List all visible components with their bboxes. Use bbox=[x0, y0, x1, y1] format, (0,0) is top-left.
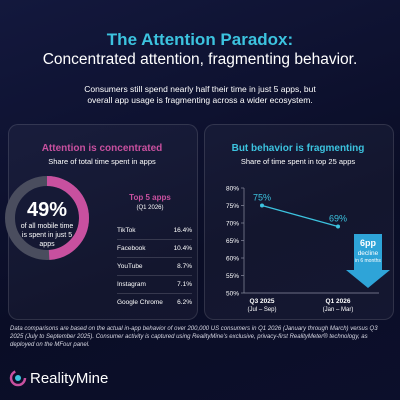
point bbox=[260, 203, 264, 208]
app-row: Google Chrome 6.2% bbox=[117, 294, 192, 311]
apps-title: Top 5 apps bbox=[129, 193, 171, 202]
description: Consumers still spend nearly half their … bbox=[84, 84, 316, 105]
line-chart: 50% 55% 60% 65% 70% 75% 80% Q3 2025 (Jul – Sep) Q… bbox=[226, 186, 390, 313]
brand: RealityMine bbox=[30, 370, 109, 387]
app-share: 10.4% bbox=[173, 245, 192, 252]
app-name: YouTube bbox=[117, 263, 143, 270]
app-share: 6.2% bbox=[177, 299, 192, 306]
x-tick-sublabel: (Jan – Mar) bbox=[323, 307, 354, 313]
y-tick-label: 70% bbox=[226, 221, 239, 228]
annotation: decline bbox=[358, 250, 379, 257]
value-label: 69% bbox=[329, 214, 347, 224]
title: The Attention Paradox: bbox=[106, 30, 294, 49]
app-row: YouTube 8.7% bbox=[117, 258, 192, 276]
app-name: Facebook bbox=[117, 245, 146, 252]
decline-arrow bbox=[346, 234, 390, 288]
donut-segment bbox=[5, 176, 89, 260]
trend-line bbox=[261, 204, 339, 228]
panel-subtitle: Share of time spent in top 25 apps bbox=[240, 157, 356, 166]
donut-chart bbox=[5, 176, 89, 260]
y-tick-label: 55% bbox=[226, 273, 239, 280]
app-share: 16.4% bbox=[173, 227, 192, 234]
panel-title: Attention is concentrated bbox=[41, 143, 163, 154]
app-name: TikTok bbox=[117, 227, 136, 234]
value-label: 75% bbox=[253, 193, 271, 203]
apps-subtitle: (Q1 2026) bbox=[136, 205, 164, 211]
y-tick-label: 65% bbox=[226, 238, 239, 245]
point bbox=[336, 224, 340, 229]
app-row: Instagram 7.1% bbox=[117, 276, 192, 294]
x-tick-label: Q3 2025 bbox=[250, 298, 275, 305]
annotation: 6pp bbox=[360, 238, 377, 248]
x-tick-sublabel: (Jul – Sep) bbox=[247, 307, 276, 313]
x-tick-label: Q1 2026 bbox=[326, 298, 351, 305]
left-panel bbox=[8, 124, 198, 320]
brand-icon bbox=[9, 369, 27, 387]
app-share: 7.1% bbox=[177, 281, 192, 288]
donut-value: 49% bbox=[26, 199, 68, 221]
app-name: Google Chrome bbox=[117, 299, 163, 306]
y-tick-label: 50% bbox=[226, 291, 239, 298]
footer-note: Data comparisons are based on the actual… bbox=[10, 326, 378, 348]
panel-subtitle: Share of total time spent in apps bbox=[48, 157, 156, 166]
y-tick-label: 60% bbox=[226, 256, 239, 263]
y-tick-label: 80% bbox=[226, 186, 239, 193]
app-row: Facebook 10.4% bbox=[117, 240, 192, 258]
right-panel bbox=[204, 124, 394, 320]
apps-table: TikTok 16.4% Facebook 10.4% YouTube 8.7% Insta… bbox=[117, 222, 192, 311]
app-row: TikTok 16.4% bbox=[117, 222, 192, 240]
app-name: Instagram bbox=[117, 281, 146, 288]
subtitle: Concentrated attention, fragmenting beha… bbox=[42, 51, 358, 68]
annotation: in 6 months bbox=[355, 258, 381, 264]
donut-text: of all mobile time is spent in just 5 ap… bbox=[20, 223, 74, 248]
app-share: 8.7% bbox=[177, 263, 192, 270]
panel-title: But behavior is fragmenting bbox=[231, 143, 365, 154]
y-tick-label: 75% bbox=[226, 203, 239, 210]
